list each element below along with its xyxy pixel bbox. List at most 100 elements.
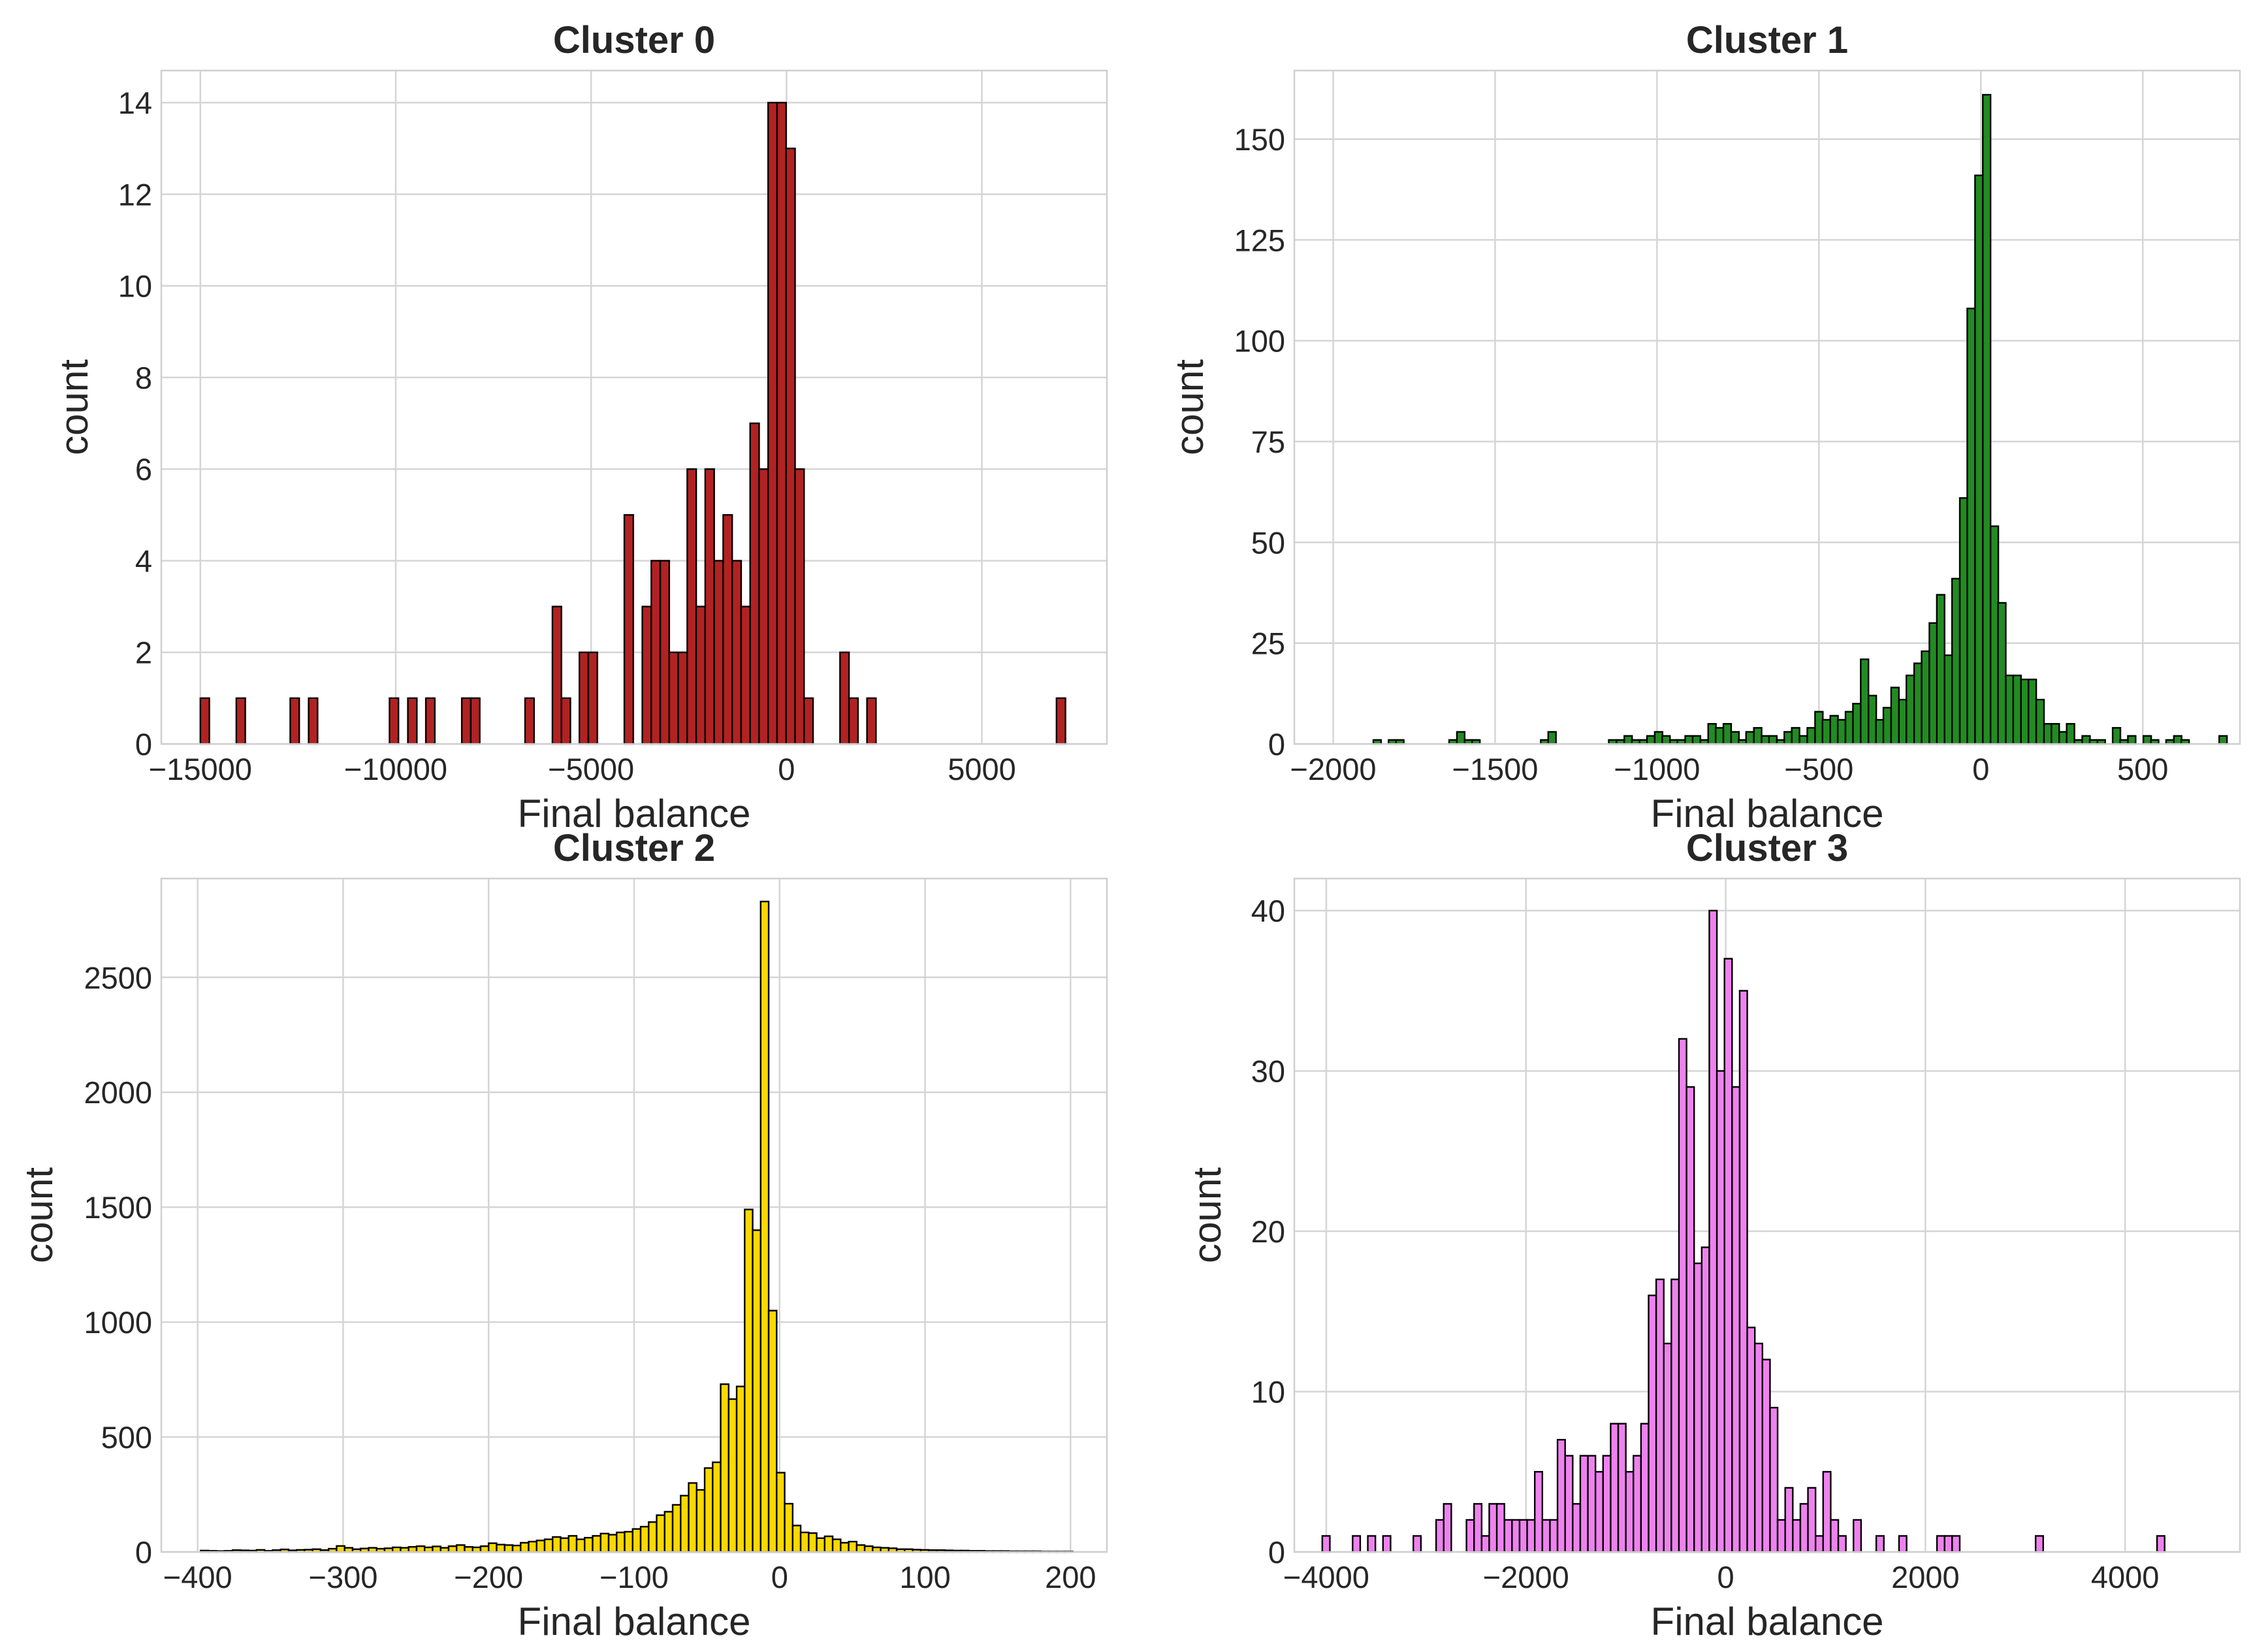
y-tick-label: 500 bbox=[101, 1420, 152, 1455]
histogram-bar bbox=[460, 697, 472, 745]
histogram-bar bbox=[1549, 1519, 1559, 1553]
x-axis-label: Final balance bbox=[1651, 1600, 1884, 1643]
histogram-bar bbox=[447, 1545, 458, 1553]
histogram-bar bbox=[1753, 727, 1763, 745]
histogram-bar bbox=[1951, 1535, 1961, 1553]
histogram-bar bbox=[2143, 735, 2152, 745]
histogram-bar bbox=[1352, 1535, 1362, 1553]
histogram-bar bbox=[722, 514, 733, 745]
histogram-bar bbox=[808, 1532, 818, 1553]
histogram-bar bbox=[1443, 1503, 1452, 1553]
histogram-bar bbox=[1814, 711, 1824, 745]
histogram-bar bbox=[1761, 735, 1770, 745]
histogram-bar bbox=[1989, 525, 2000, 745]
histogram-bar bbox=[831, 1538, 842, 1553]
histogram-bar bbox=[1974, 174, 1984, 745]
histogram-bar bbox=[1829, 715, 1839, 745]
histogram-bar bbox=[650, 560, 662, 745]
y-axis-label: count bbox=[52, 359, 96, 455]
histogram-bar bbox=[631, 1528, 642, 1553]
histogram-bar bbox=[1822, 1471, 1832, 1553]
histogram-bar bbox=[579, 651, 590, 745]
histogram-bar bbox=[2027, 679, 2037, 745]
histogram-bar bbox=[1936, 594, 1945, 745]
histogram-bar bbox=[656, 1514, 665, 1553]
chart-title: Cluster 1 bbox=[1686, 19, 1848, 61]
x-axis-label: Final balance bbox=[1651, 792, 1884, 835]
histogram-bar bbox=[1731, 1086, 1741, 1553]
histogram-bar bbox=[1821, 718, 1831, 745]
x-tick-label: 0 bbox=[1972, 752, 1989, 786]
histogram-bar bbox=[848, 697, 859, 745]
histogram-bar bbox=[1625, 1471, 1635, 1553]
histogram-bar bbox=[1730, 731, 1740, 745]
histogram-bar bbox=[663, 1511, 674, 1553]
histogram-bar bbox=[624, 1530, 633, 1553]
histogram-bar bbox=[791, 1525, 802, 1553]
x-tick-label: 4000 bbox=[2091, 1560, 2160, 1594]
histogram-bar bbox=[823, 1535, 834, 1553]
histogram-bar bbox=[1617, 1423, 1627, 1553]
histogram-bar bbox=[1321, 1535, 1331, 1553]
histogram-bar bbox=[503, 1544, 514, 1553]
histogram-bar bbox=[1738, 990, 1748, 1553]
histogram-bar bbox=[839, 651, 850, 745]
histogram-bar bbox=[1882, 707, 1893, 745]
x-tick-label: 0 bbox=[778, 752, 795, 786]
histogram-bar bbox=[776, 101, 787, 745]
histogram-bar bbox=[1685, 1086, 1695, 1553]
chart-title: Cluster 3 bbox=[1686, 827, 1848, 869]
histogram-bar bbox=[1648, 1295, 1657, 1553]
histogram-bar bbox=[776, 1472, 786, 1553]
histogram-bar bbox=[199, 697, 210, 745]
histogram-bar bbox=[543, 1538, 554, 1553]
histogram-bar bbox=[2127, 735, 2137, 745]
histogram-bar bbox=[623, 514, 635, 745]
y-tick-label: 125 bbox=[1234, 223, 1285, 257]
histogram-bar bbox=[599, 1532, 610, 1553]
histogram-bar bbox=[1716, 1070, 1725, 1553]
x-axis-label: Final balance bbox=[518, 792, 751, 835]
histogram-bar bbox=[803, 697, 814, 745]
histogram-bar bbox=[584, 1536, 594, 1553]
histogram-bar bbox=[1898, 1535, 1908, 1553]
y-tick-label: 2500 bbox=[84, 960, 152, 995]
x-tick-label: 500 bbox=[2117, 752, 2168, 786]
histogram-bar bbox=[479, 1545, 490, 1553]
histogram-bar bbox=[1533, 1471, 1544, 1553]
histogram-bar bbox=[703, 1467, 714, 1553]
histogram-bar bbox=[1958, 497, 1969, 745]
histogram-bar bbox=[735, 1385, 746, 1553]
y-tick-label: 1000 bbox=[84, 1305, 152, 1340]
histogram-bar bbox=[1913, 662, 1923, 745]
chart-panel-0: −15000 −10000 −5000 0 5000 0 2 4 6 8 10 12 14 Cluster… bbox=[52, 19, 1108, 835]
y-tick-label: 0 bbox=[1268, 727, 1285, 762]
x-tick-label: 100 bbox=[899, 1560, 950, 1594]
histogram-bar bbox=[1792, 1519, 1802, 1553]
y-tick-label: 40 bbox=[1251, 894, 1285, 928]
histogram-bar bbox=[1837, 1535, 1847, 1553]
histogram-bar bbox=[1579, 1455, 1589, 1553]
histogram-bar bbox=[1495, 1503, 1505, 1553]
histogram-bar bbox=[560, 1537, 569, 1553]
y-tick-label: 0 bbox=[135, 1535, 152, 1570]
x-tick-label: −2000 bbox=[1290, 752, 1376, 786]
histogram-bar bbox=[2012, 674, 2022, 745]
histogram-bar bbox=[1556, 1438, 1566, 1553]
histogram-bar bbox=[2035, 698, 2045, 745]
histogram-bar bbox=[784, 1502, 794, 1553]
histogram-bar bbox=[704, 468, 715, 745]
y-tick-label: 2000 bbox=[84, 1075, 152, 1110]
histogram-bar bbox=[1594, 1471, 1604, 1553]
histogram-bar bbox=[520, 1541, 530, 1553]
histogram-bar bbox=[407, 697, 418, 745]
x-tick-label: −500 bbox=[1784, 752, 1853, 786]
x-tick-label: −10000 bbox=[344, 752, 447, 786]
histogram-bar bbox=[511, 1544, 522, 1553]
histogram-bar bbox=[1791, 727, 1800, 745]
histogram-bar bbox=[1602, 1455, 1612, 1553]
histogram-bar bbox=[1860, 658, 1870, 745]
x-tick-label: −1500 bbox=[1452, 752, 1538, 786]
histogram-bar bbox=[648, 1521, 658, 1553]
histogram-bar bbox=[1610, 1423, 1620, 1553]
